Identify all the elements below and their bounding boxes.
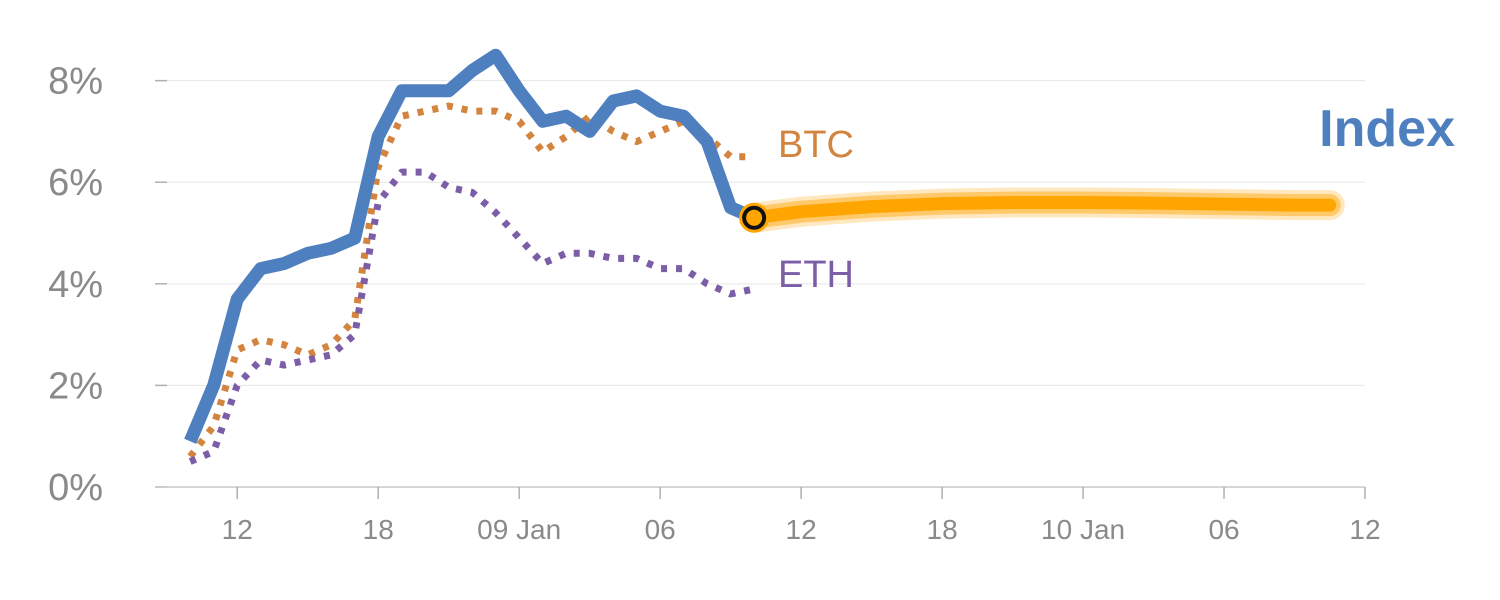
- annotation-labels: BTC ETH Index: [778, 100, 1455, 296]
- y-tick-label-0: 0%: [48, 467, 103, 509]
- x-tick-label-6: 10 Jan: [1041, 514, 1125, 545]
- index-line: [184, 48, 757, 444]
- y-tick-label-1: 2%: [48, 365, 103, 407]
- series-group: [184, 48, 1345, 465]
- axes: 0% 2% 4% 6% 8% 12 18 09 Jan 06 12 18 10 Jan 06 12: [48, 61, 1381, 545]
- y-tick-label-2: 4%: [48, 264, 103, 306]
- label-btc: BTC: [778, 124, 854, 166]
- x-tick-label-5: 18: [927, 514, 958, 545]
- btc-line: [187, 102, 755, 459]
- forecast-line: [747, 196, 1337, 225]
- eth-line: [188, 168, 755, 465]
- x-tick-label-1: 18: [363, 514, 394, 545]
- x-tick-label-0: 12: [222, 514, 253, 545]
- x-tick-label-8: 12: [1349, 514, 1380, 545]
- x-tick-label-3: 06: [645, 514, 676, 545]
- label-eth: ETH: [778, 254, 854, 296]
- highlight-point: [742, 205, 767, 230]
- y-tick-label-3: 6%: [48, 162, 103, 204]
- y-tick-label-4: 8%: [48, 61, 103, 103]
- x-tick-label-7: 06: [1208, 514, 1239, 545]
- x-tick-label-4: 12: [786, 514, 817, 545]
- label-index: Index: [1319, 100, 1455, 158]
- x-tick-label-2: 09 Jan: [477, 514, 561, 545]
